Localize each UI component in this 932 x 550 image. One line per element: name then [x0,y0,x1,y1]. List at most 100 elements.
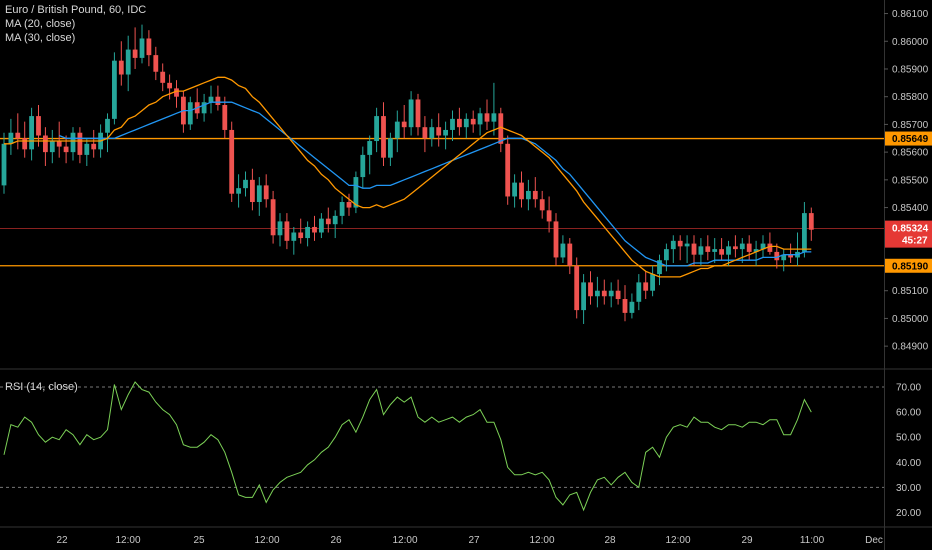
candle-body [760,243,766,250]
candle-body [305,226,310,239]
candle-body [519,182,524,200]
rsi-tick-label: 50.00 [896,433,921,444]
candle-body [91,143,97,150]
candle-body [388,138,393,158]
symbol-title: Euro / British Pound, 60, IDC [5,4,147,16]
time-tick-label: 26 [330,535,342,546]
candle-body [346,202,352,208]
countdown-label: 45:27 [902,236,928,247]
price-tick-label: 0.85500 [892,175,929,186]
legend-rsi: RSI (14, close) [5,380,78,394]
price-tick-label: 0.85000 [892,314,929,325]
candle-body [270,199,276,236]
candle-body [374,116,379,142]
candle-body [615,290,621,300]
candle-body [1,143,7,186]
time-tick-label: 12:00 [529,535,554,546]
candle-body [277,221,283,236]
axes-layer: 0.86100 0.86000 0.85900 0.85800 0.85700 0.856… [56,9,928,546]
candle-body [450,118,455,130]
candle-body [77,132,83,155]
time-tick-label: 11:00 [800,535,825,546]
candle-body [808,213,814,230]
candle-body [415,99,421,128]
price-tick-label: 0.85700 [892,120,929,131]
rsi-tick-label: 20.00 [896,508,921,519]
candle-body [595,290,600,297]
candle-body [726,246,731,255]
time-tick-label: 22 [56,535,68,546]
ma30-legend: MA (30, close) [5,32,76,44]
candle-body [657,260,662,275]
candle-body [802,213,807,252]
price-tick-label: 0.85600 [892,148,929,159]
candle-body [153,55,159,72]
price-tick-label: 0.85900 [892,64,929,75]
price-tick-label: 0.85800 [892,92,929,103]
candle-body [429,127,435,139]
rsi-line [3,381,812,512]
candle-body [236,188,241,194]
candle-body [719,249,724,255]
candle-body [539,199,545,211]
time-tick-label: 12:00 [665,535,690,546]
candle-body [463,118,469,128]
candle-body [457,118,462,128]
candle-body [29,116,34,150]
candle-body [401,121,407,128]
candle-body [526,190,531,200]
candle-body [215,96,221,106]
ma20-line [4,76,812,278]
rsi-tick-label: 30.00 [896,483,921,494]
candle-body [664,249,669,261]
candle-body [132,49,138,58]
time-tick-label: Dec [865,535,883,546]
candle-body [167,82,172,89]
rsi-tick-label: 40.00 [896,458,921,469]
candle-body [436,127,442,136]
candle-body [670,240,676,250]
time-tick-label: 28 [604,535,616,546]
time-tick-label: 12:00 [392,535,417,546]
candle-body [484,113,490,122]
candle-body [774,251,780,261]
candle-body [677,240,683,247]
candle-body [498,113,504,144]
candle-body [332,215,338,225]
ma30-line [58,101,812,267]
candle-body [443,129,448,136]
candle-body [636,282,642,302]
candle-body [15,132,21,139]
candle-body [684,243,690,247]
price-tick-label: 0.86000 [892,37,929,48]
candle-body [353,177,359,208]
moving-averages-layer [4,76,812,278]
horizontal-lines-layer[interactable] [0,137,884,267]
candle-body [22,138,28,150]
level-tag-label: 0.85190 [892,261,929,272]
candle-body [250,179,255,203]
candle-body [319,218,324,233]
candle-body [139,38,145,58]
candle-body [739,243,745,250]
candle-body [629,301,635,313]
candle-body [325,218,331,225]
candle-body [705,246,711,252]
price-tick-label: 0.84900 [892,342,929,353]
level-tag [885,131,932,146]
candle-body [581,282,586,311]
candle-body [553,221,559,258]
candle-body [712,249,718,252]
candle-body [691,243,697,255]
candle-body [470,118,476,125]
candle-body [84,143,90,155]
candle-body [698,246,704,255]
candle-body [360,154,366,178]
candle-body [112,60,117,119]
candle-body [146,38,152,56]
level-tag-label: 0.85649 [892,134,929,145]
candle-body [505,143,511,197]
